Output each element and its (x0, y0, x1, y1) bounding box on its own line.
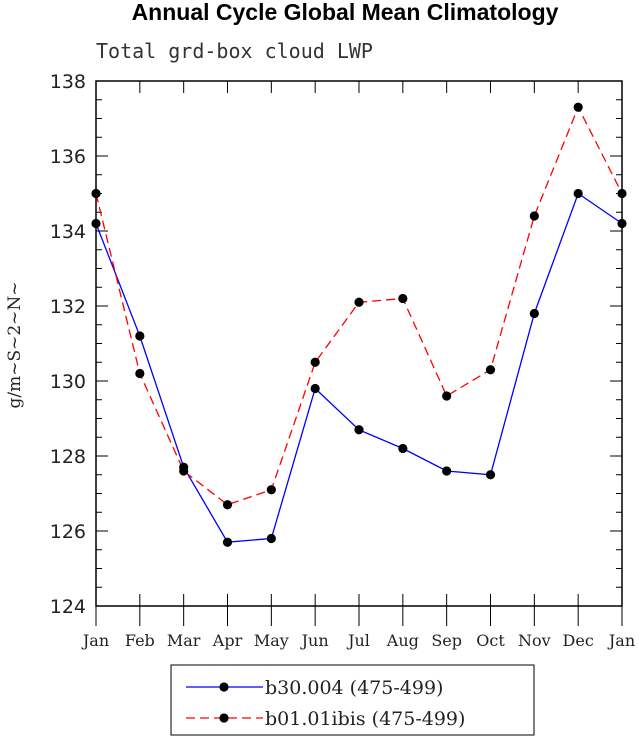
legend-label: b01.01ibis (475-499) (265, 708, 465, 730)
chart-title: Annual Cycle Global Mean Climatology (132, 0, 559, 25)
y-tick-label: 138 (50, 71, 86, 93)
x-tick-label: Mar (167, 631, 201, 650)
x-tick-label: Jan (607, 631, 635, 650)
data-point (442, 391, 452, 401)
data-point (222, 537, 233, 547)
data-point (91, 188, 101, 199)
data-point (135, 368, 145, 379)
x-tick-label: May (254, 631, 289, 650)
data-point (485, 470, 496, 480)
y-tick-label: 128 (50, 446, 86, 468)
legend-label: b30.004 (475-499) (265, 677, 443, 699)
data-point (442, 466, 452, 476)
y-tick-label: 124 (50, 596, 86, 618)
x-tick-labels: Jan Feb Mar Apr May Jun Jul Aug Sep Oct Nov Dec Jan (81, 631, 635, 650)
data-point (529, 211, 539, 221)
data-point (617, 188, 627, 199)
data-point (398, 293, 408, 304)
data-point (310, 383, 320, 394)
x-tick-label: Oct (476, 631, 505, 650)
data-point (266, 533, 276, 544)
series-line-0 (95, 192, 623, 543)
series-points (91, 102, 627, 547)
data-point (266, 485, 276, 495)
x-tick-label: Nov (518, 631, 551, 650)
x-tick-label: Jun (300, 631, 329, 650)
data-point (91, 218, 101, 229)
legend-marker (219, 682, 229, 692)
data-point (354, 425, 364, 435)
data-point (529, 308, 539, 319)
series-lines (95, 105, 623, 543)
x-tick-label: Jul (346, 631, 370, 650)
data-point (485, 365, 496, 375)
data-point (179, 466, 189, 476)
data-point (398, 443, 408, 454)
legend-box (170, 664, 535, 736)
plot-frame (95, 80, 623, 607)
chart-subtitle: Total grd-box cloud LWP (96, 39, 373, 63)
legend: b30.004 (475-499) b01.01ibis (475-499) (170, 664, 535, 736)
x-tick-label: Dec (563, 631, 594, 650)
y-tick-labels: 124 126 128 130 132 134 136 138 (50, 71, 86, 618)
data-point (310, 357, 320, 367)
data-point (135, 331, 145, 341)
data-point (573, 188, 583, 199)
y-tick-label: 130 (50, 371, 86, 393)
axis-ticks (95, 80, 623, 626)
y-tick-label: 132 (50, 296, 86, 318)
x-tick-label: Jan (81, 631, 109, 650)
data-point (573, 102, 583, 112)
data-point (354, 297, 364, 307)
x-tick-label: Feb (125, 631, 155, 650)
y-tick-label: 126 (50, 521, 86, 543)
x-tick-label: Apr (212, 631, 243, 650)
legend-marker (219, 713, 229, 723)
y-tick-label: 136 (50, 146, 86, 168)
data-point (222, 500, 233, 510)
data-point (617, 218, 627, 229)
y-tick-label: 134 (50, 221, 86, 243)
y-axis-label: g/m~S~2~N~ (5, 281, 25, 408)
x-tick-label: Sep (431, 631, 462, 650)
x-tick-label: Aug (386, 631, 419, 650)
